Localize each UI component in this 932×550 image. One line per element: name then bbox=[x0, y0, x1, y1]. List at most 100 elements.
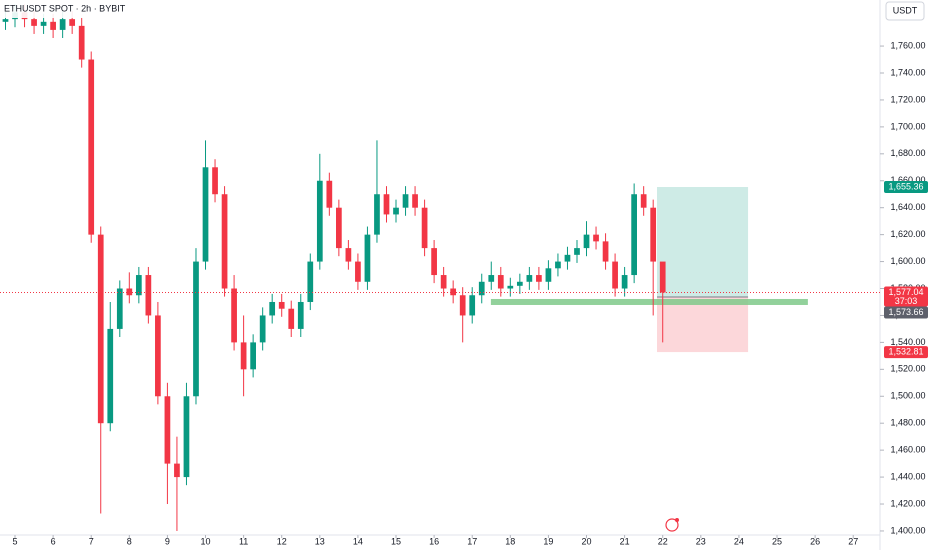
x-tick-label: 9 bbox=[165, 536, 170, 546]
price-label: 1,655.36 bbox=[888, 181, 923, 191]
price-label: 1,573.66 bbox=[888, 307, 923, 317]
price-label: 1,532.81 bbox=[888, 346, 923, 356]
price-label-box bbox=[884, 286, 928, 307]
candle-body bbox=[650, 207, 657, 262]
candle-body bbox=[516, 281, 523, 286]
candle-body bbox=[116, 288, 123, 329]
candle-body bbox=[135, 275, 142, 296]
candle-body bbox=[497, 275, 504, 289]
candle-body bbox=[259, 315, 266, 343]
candle-body bbox=[326, 180, 333, 208]
y-tick-label: 1,700.00 bbox=[890, 121, 925, 131]
candle-body bbox=[383, 194, 390, 215]
x-tick-label: 18 bbox=[505, 536, 515, 546]
x-tick-label: 11 bbox=[239, 536, 248, 546]
candle-body bbox=[50, 21, 56, 30]
candle-body bbox=[593, 234, 599, 242]
candle-body bbox=[640, 194, 647, 208]
candle-body bbox=[297, 301, 304, 329]
candle-body bbox=[555, 261, 561, 269]
candle-body bbox=[545, 268, 552, 282]
candle-body bbox=[659, 261, 666, 293]
x-tick-label: 24 bbox=[734, 536, 744, 546]
candle-body bbox=[602, 241, 609, 262]
x-tick-label: 7 bbox=[89, 536, 94, 546]
candle-body bbox=[631, 194, 637, 276]
x-tick-label: 15 bbox=[391, 536, 401, 546]
candle-body bbox=[231, 288, 237, 343]
candle-body bbox=[240, 342, 247, 370]
candle-body bbox=[488, 275, 495, 282]
countdown: 37:03 bbox=[895, 296, 918, 306]
candle-body bbox=[269, 301, 276, 316]
y-tick-label: 1,720.00 bbox=[890, 94, 925, 104]
candle-body bbox=[97, 234, 104, 424]
candle-body bbox=[2, 19, 9, 22]
candle-body bbox=[526, 275, 533, 282]
candle-body bbox=[288, 308, 295, 329]
candle-body bbox=[193, 261, 199, 397]
candle-body bbox=[402, 194, 409, 208]
candle-body bbox=[59, 19, 66, 30]
x-tick-label: 26 bbox=[810, 536, 820, 546]
candle-body bbox=[431, 248, 437, 276]
x-tick-label: 14 bbox=[353, 536, 363, 546]
candle-body bbox=[574, 248, 580, 255]
y-tick-label: 1,500.00 bbox=[890, 391, 925, 401]
x-tick-label: 10 bbox=[201, 536, 211, 546]
candle-body bbox=[307, 261, 314, 302]
event-dot bbox=[675, 518, 679, 522]
currency[interactable]: USDT bbox=[893, 5, 918, 15]
x-tick-label: 13 bbox=[315, 536, 325, 546]
candle-body bbox=[612, 261, 618, 289]
x-tick-label: 21 bbox=[620, 536, 630, 546]
candle-body bbox=[393, 207, 399, 215]
x-tick-label: 23 bbox=[696, 536, 706, 546]
candle-body bbox=[31, 19, 37, 26]
chart-title: ETHUSDT SPOT · 2h · BYBIT bbox=[4, 3, 126, 13]
candle-body bbox=[40, 21, 47, 26]
candle-body bbox=[469, 295, 476, 316]
y-tick-label: 1,640.00 bbox=[890, 202, 925, 212]
event-icon[interactable] bbox=[665, 518, 679, 532]
y-tick-label: 1,660.00 bbox=[890, 175, 925, 185]
y-tick-label: 1,740.00 bbox=[890, 67, 925, 77]
y-tick-label: 1,760.00 bbox=[890, 40, 925, 50]
candle-body bbox=[69, 19, 76, 26]
y-tick-label: 1,400.00 bbox=[890, 525, 925, 535]
x-tick-label: 6 bbox=[51, 536, 56, 546]
candle-body bbox=[583, 234, 590, 249]
stop-zone bbox=[656, 297, 749, 353]
price-label-box bbox=[884, 346, 928, 359]
candle-body bbox=[507, 285, 514, 289]
price-label-box bbox=[884, 306, 928, 319]
x-tick-label: 19 bbox=[543, 536, 553, 546]
currency-box[interactable] bbox=[885, 1, 925, 21]
candle-body bbox=[412, 194, 418, 208]
candle-body bbox=[450, 288, 457, 296]
candle-body bbox=[212, 167, 218, 195]
candle-body bbox=[374, 194, 380, 235]
candle-body bbox=[78, 25, 85, 60]
y-tick-label: 1,520.00 bbox=[890, 364, 925, 374]
x-tick-label: 12 bbox=[277, 536, 287, 546]
candle-body bbox=[126, 288, 133, 296]
candle-body bbox=[355, 261, 361, 282]
title-bg bbox=[0, 0, 140, 18]
x-tick-label: 17 bbox=[467, 536, 477, 546]
target-zone bbox=[656, 187, 749, 298]
candle-body bbox=[336, 207, 342, 249]
x-tick-label: 8 bbox=[127, 536, 132, 546]
candle-body bbox=[478, 281, 485, 296]
candle-body bbox=[174, 463, 180, 478]
x-tick-label: 27 bbox=[848, 536, 858, 546]
candle-body bbox=[421, 207, 428, 249]
y-tick-label: 1,620.00 bbox=[890, 229, 925, 239]
candle-body bbox=[621, 275, 628, 289]
candle-body bbox=[536, 275, 542, 282]
candle-body bbox=[345, 248, 352, 262]
x-tick-label: 5 bbox=[13, 536, 18, 546]
y-tick-label: 1,540.00 bbox=[890, 337, 925, 347]
x-tick-label: 22 bbox=[658, 536, 668, 546]
